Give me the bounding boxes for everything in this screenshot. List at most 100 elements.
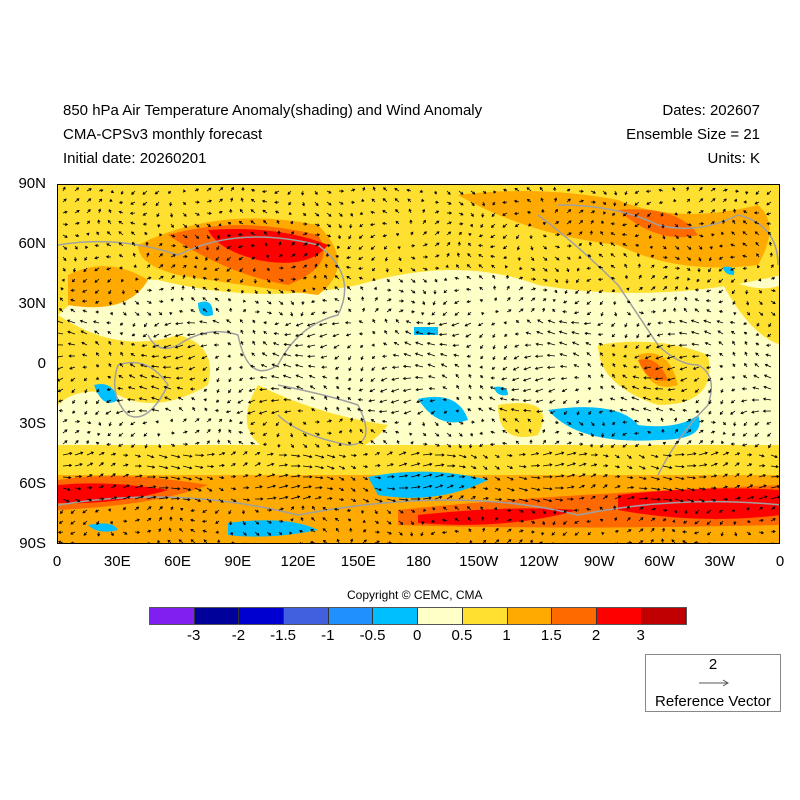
wind-vector: [458, 485, 465, 489]
wind-vector: [530, 487, 541, 492]
wind-vector: [542, 463, 553, 467]
wind-vector: [442, 311, 448, 316]
wind-vector: [559, 364, 568, 369]
lon-label: 150E: [340, 553, 376, 570]
wind-vector: [634, 443, 640, 447]
wind-vector: [743, 321, 748, 326]
wind-vector: [632, 375, 640, 379]
wind-vector: [105, 410, 112, 415]
wind-vector: [658, 200, 664, 205]
wind-vector: [322, 375, 328, 379]
wind-vector: [428, 375, 436, 379]
wind-vector: [422, 542, 423, 543]
wind-vector: [170, 465, 181, 470]
wind-vector: [348, 377, 352, 382]
wind-vector: [253, 278, 257, 284]
wind-vector: [284, 332, 292, 337]
wind-vector: [290, 220, 294, 225]
wind-vector: [62, 186, 66, 192]
wind-vector: [410, 497, 421, 501]
wind-vector: [162, 365, 172, 369]
wind-vector: [746, 519, 751, 524]
wind-vector: [227, 222, 232, 225]
wind-vector: [338, 442, 342, 446]
wind-vector: [547, 377, 556, 381]
wind-vector: [182, 497, 191, 502]
wind-vector: [586, 300, 592, 305]
wind-vector: [686, 498, 695, 503]
wind-vector: [169, 201, 173, 207]
wind-vector: [290, 542, 291, 543]
wind-vector: [553, 186, 557, 192]
wind-vector: [218, 198, 223, 203]
wind-vector: [402, 376, 412, 381]
wind-vector: [494, 310, 499, 314]
wind-vector: [479, 443, 484, 447]
wind-vector: [722, 485, 729, 489]
wind-vector: [255, 542, 256, 543]
wind-vector: [427, 322, 436, 326]
wind-vector: [590, 495, 596, 500]
wind-vector: [542, 520, 546, 526]
wind-vector: [590, 453, 599, 457]
wind-vector: [122, 300, 126, 306]
wind-vector: [434, 484, 444, 489]
wind-vector: [254, 451, 261, 456]
wind-vector: [602, 474, 608, 478]
wind-vector: [562, 399, 568, 404]
wind-vector: [130, 432, 136, 437]
wind-vector: [530, 287, 536, 291]
wind-vector: [710, 187, 716, 192]
wind-vector: [526, 210, 532, 215]
wind-vector: [759, 542, 760, 543]
wind-vector: [288, 201, 292, 206]
wind-vector: [458, 190, 464, 195]
wind-vector: [504, 333, 508, 337]
wind-vector: [494, 454, 500, 458]
wind-vector: [578, 462, 587, 467]
wind-vector: [650, 476, 661, 481]
wind-vector: [261, 199, 268, 203]
wind-vector: [60, 287, 64, 291]
wind-vector: [238, 441, 244, 445]
wind-vector: [446, 474, 455, 478]
colorbar-swatch: [373, 608, 419, 624]
wind-vector: [572, 352, 580, 357]
wind-vector: [226, 319, 232, 324]
wind-vector: [410, 473, 421, 478]
wind-vector: [62, 429, 68, 434]
wind-vector: [634, 234, 640, 238]
wind-vector: [601, 421, 606, 427]
wind-vector: [206, 418, 212, 423]
wind-vector: [398, 486, 409, 490]
wind-vector: [698, 429, 704, 434]
wind-vector: [146, 485, 157, 489]
wind-vector: [146, 288, 153, 292]
wind-vector: [619, 408, 628, 412]
wind-vector: [758, 518, 764, 523]
wind-vector: [686, 245, 692, 250]
wind-vector: [201, 519, 208, 523]
wind-vector: [319, 344, 328, 349]
wind-vector: [506, 453, 513, 458]
wind-vector: [86, 474, 93, 478]
wind-vector: [684, 509, 688, 515]
wind-vector: [182, 264, 187, 269]
wind-vector: [169, 212, 174, 218]
wind-vector: [456, 542, 459, 543]
wind-vector: [422, 231, 427, 236]
wind-vector: [578, 231, 583, 236]
wind-vector: [187, 355, 196, 360]
wind-vector: [674, 509, 678, 514]
wind-vector: [58, 366, 64, 371]
wind-vector: [386, 463, 394, 467]
wind-vector: [61, 278, 65, 282]
wind-vector: [132, 322, 136, 328]
wind-vector: [588, 399, 592, 403]
wind-vector: [734, 198, 737, 203]
wind-vector: [662, 498, 673, 502]
wind-vector: [741, 387, 748, 391]
wind-vector: [634, 355, 640, 359]
wind-vector: [566, 497, 574, 501]
wind-vector: [216, 377, 220, 383]
